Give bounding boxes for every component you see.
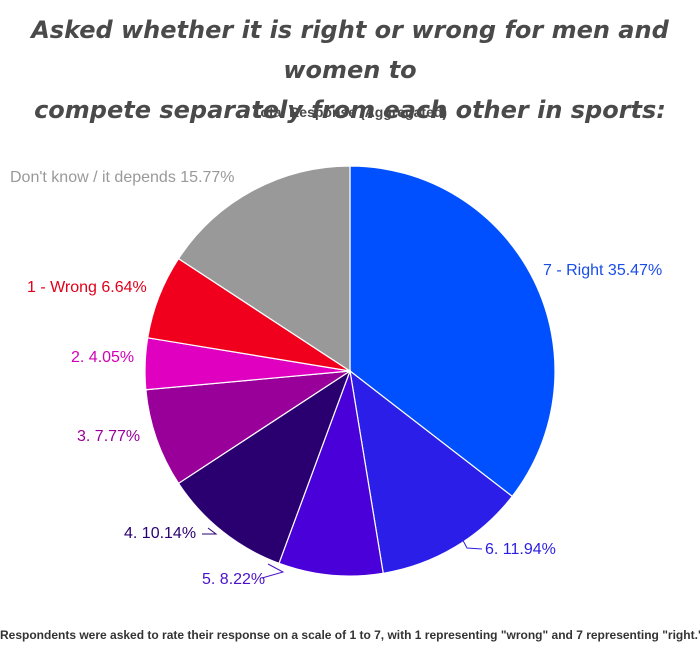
pie-slice-4 [177, 369, 352, 565]
pie-slice-5 [145, 370, 351, 485]
pie-slice-8 [177, 165, 351, 373]
slice-leader-lines [202, 527, 483, 579]
slice-labels: 7 - Right 35.47% 6. 11.94% 5. 8.22% 4. 10.1… [10, 169, 662, 588]
leader-line-3 [261, 563, 285, 579]
leader-line-4 [202, 527, 218, 535]
slice-label-3: 5. 8.22% [202, 571, 265, 588]
slice-label-4: 4. 10.14% [124, 525, 196, 542]
slice-label-6: 2. 4.05% [71, 349, 134, 366]
pie-slices [144, 165, 556, 577]
pie-slice-2 [349, 369, 514, 574]
chart-subtitle: Total Response (Aggregated) [252, 104, 448, 120]
slice-label-5: 3. 7.77% [77, 428, 140, 445]
slice-label-2: 6. 11.94% [485, 541, 556, 558]
pie-slice-3 [278, 368, 384, 577]
chart-title-line-1: Asked whether it is right or wrong for m… [31, 16, 669, 84]
slice-label-7: 1 - Wrong 6.64% [27, 279, 147, 296]
slice-label-8: Don't know / it depends 15.77% [10, 169, 235, 186]
pie-slice-1 [349, 165, 556, 498]
chart-title-line-2: compete separately from each other in sp… [34, 96, 666, 124]
footnote: Respondents were asked to rate their res… [0, 628, 700, 642]
leader-line-2 [458, 532, 483, 550]
chart-title: Asked whether it is right or wrong for m… [0, 10, 700, 130]
slice-label-1: 7 - Right 35.47% [543, 262, 662, 279]
